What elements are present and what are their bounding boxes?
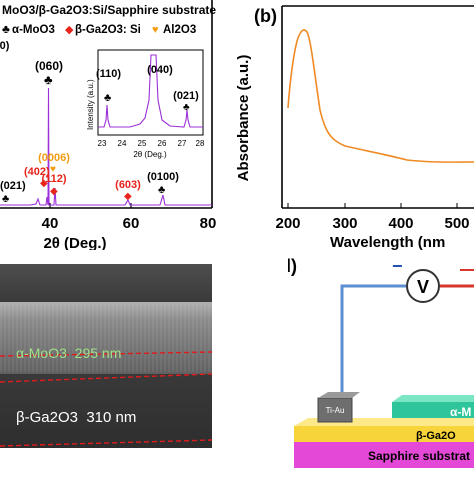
panel-b-absorbance: (b) Absorbance (a.u.) 200 300 400 500 Wa… [232, 0, 474, 251]
xrd-peak-112: (112) [41, 173, 66, 185]
xrd-peak-021-marker: ♣ [2, 193, 9, 205]
xrd-peak-021: (021) [0, 180, 26, 192]
panel-c-sem: α-MoO3 295 nm β-Ga2O3 310 nm [0, 264, 213, 448]
xrd-legend-moo3: α-MoO3 [12, 24, 55, 36]
xrd-legend-title: MoO3/β-Ga2O3:Si/Sapphire substrate [2, 3, 216, 17]
inset-peak-040: (040) [147, 64, 173, 76]
xrd-tick-label-60: 60 [123, 215, 140, 232]
inset-tick-24: 24 [118, 139, 127, 148]
xrd-trace [0, 87, 212, 206]
sapphire-substrate [294, 442, 474, 468]
xrd-peak-060-marker: ♣ [44, 72, 53, 87]
substrate-label: Sapphire substrat [368, 449, 470, 463]
ti-au-label: Ti-Au [326, 406, 345, 415]
inset-peak-110: (110) [96, 68, 121, 80]
abs-x-axis-label: Wavelength (nm [330, 234, 445, 250]
xrd-tick-label-80: 80 [200, 215, 217, 232]
xrd-inset: Intensity (a.u.) (110) ♣ (040) (021) ♣ 2… [86, 49, 205, 159]
inset-x-label: 2θ (Deg.) [133, 150, 167, 159]
inset-tick-28: 28 [196, 139, 205, 148]
absorbance-y-label: Absorbance (a.u.) [235, 55, 252, 182]
xrd-peak-0100-marker: ♣ [158, 184, 165, 196]
abs-tick-label-200: 200 [275, 215, 300, 232]
panel-d-label: (d) [288, 256, 297, 276]
sem-columnar-texture [0, 304, 212, 372]
abs-tick-label-400: 400 [388, 215, 413, 232]
moo3-layer-label: α-M [450, 405, 471, 419]
xrd-peak-0006: (0006) [38, 152, 70, 164]
xrd-peak-402-marker: ◆ [40, 178, 48, 189]
ga2o3-layer-label: β-Ga2O [416, 430, 456, 442]
xrd-legend-ga2o3: β-Ga2O3: Si [75, 24, 141, 36]
inset-peak-021-marker: ♣ [183, 102, 190, 113]
xrd-peak-0100: (0100) [147, 171, 179, 183]
inset-tick-27: 27 [178, 139, 187, 148]
panel-a-xrd: 40 60 80 2θ (Deg.) MoO3/β-Ga2O3:Si/Sapph… [0, 0, 222, 252]
xrd-clipped-label: (0) [0, 40, 10, 52]
xrd-peak-603: (603) [115, 179, 141, 191]
heart-icon: ♥ [152, 24, 159, 36]
sem-ga2o3-label: β-Ga2O3 310 nm [16, 409, 136, 426]
sem-surface [0, 264, 212, 302]
sem-boundary-top [0, 351, 213, 357]
abs-tick-label-500: 500 [444, 215, 469, 232]
inset-tick-26: 26 [158, 139, 167, 148]
ga2o3-layer [294, 426, 474, 442]
panel-d-device: (d) V − Sapphire substrat β-Ga2O α-M Ti-… [274, 250, 474, 474]
minus-sign: − [392, 256, 403, 276]
sem-boundary-bottom [0, 439, 213, 447]
inset-peak-021: (021) [173, 90, 199, 102]
xrd-peak-603-marker: ◆ [124, 191, 132, 202]
club-icon: ♣ [2, 22, 10, 36]
voltmeter-label: V [417, 277, 429, 297]
voltmeter [406, 269, 440, 303]
ti-au-contact-top [318, 392, 360, 398]
moo3-layer [392, 402, 474, 418]
sem-boundary-mid [0, 373, 213, 383]
xrd-legend-al2o3: Al2O3 [163, 24, 196, 36]
xrd-peak-112-marker: ◆ [50, 186, 58, 197]
xrd-peak-060: (060) [35, 59, 63, 73]
absorbance-chart: (b) Absorbance (a.u.) 200 300 400 500 Wa… [235, 5, 474, 251]
moo3-layer-top [392, 395, 474, 402]
xrd-peak-0006-marker: ♥ [50, 164, 56, 175]
inset-trace [98, 54, 203, 128]
inset-tick-25: 25 [138, 139, 147, 148]
device-schematic: (d) V − Sapphire substrat β-Ga2O α-M Ti-… [274, 256, 474, 468]
inset-y-label: Intensity (a.u.) [86, 79, 95, 130]
inset-peak-110-marker: ♣ [104, 92, 111, 104]
xrd-peak-402: (402) [24, 166, 50, 178]
inset-tick-23: 23 [98, 139, 107, 148]
sem-image: α-MoO3 295 nm β-Ga2O3 310 nm [0, 264, 213, 448]
xrd-chart: 40 60 80 2θ (Deg.) MoO3/β-Ga2O3:Si/Sapph… [0, 0, 217, 252]
absorbance-trace [287, 29, 474, 163]
abs-tick-label-300: 300 [332, 215, 357, 232]
xrd-tick-label-40: 40 [42, 215, 59, 232]
sem-moo3-label: α-MoO3 295 nm [16, 345, 121, 361]
probe-wire-left [340, 284, 406, 395]
diamond-icon: ◆ [65, 24, 74, 36]
panel-b-label: (b) [254, 6, 277, 26]
xrd-x-axis-label: 2θ (Deg.) [43, 235, 106, 250]
